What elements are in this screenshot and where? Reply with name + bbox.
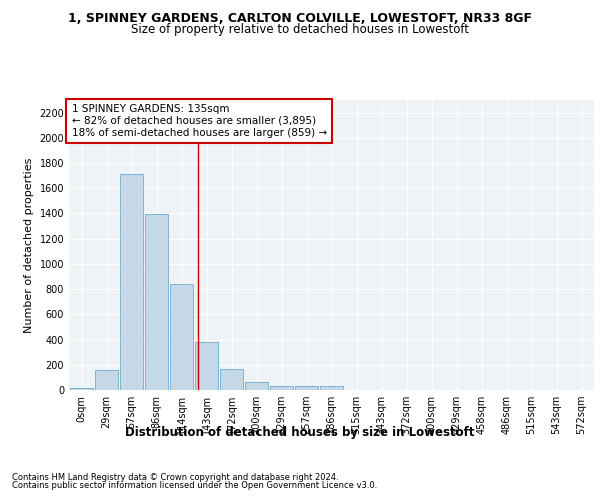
Bar xyxy=(194,342,218,390)
Y-axis label: Number of detached properties: Number of detached properties xyxy=(24,158,34,332)
Bar xyxy=(295,386,319,390)
Text: Contains public sector information licensed under the Open Government Licence v3: Contains public sector information licen… xyxy=(12,482,377,490)
Bar xyxy=(320,386,343,390)
Text: Size of property relative to detached houses in Lowestoft: Size of property relative to detached ho… xyxy=(131,22,469,36)
Text: Contains HM Land Registry data © Crown copyright and database right 2024.: Contains HM Land Registry data © Crown c… xyxy=(12,473,338,482)
Text: 1 SPINNEY GARDENS: 135sqm
← 82% of detached houses are smaller (3,895)
18% of se: 1 SPINNEY GARDENS: 135sqm ← 82% of detac… xyxy=(71,104,327,138)
Text: Distribution of detached houses by size in Lowestoft: Distribution of detached houses by size … xyxy=(125,426,475,439)
Bar xyxy=(145,214,169,390)
Bar xyxy=(70,388,94,390)
Bar xyxy=(119,174,143,390)
Bar xyxy=(220,369,244,390)
Text: 1, SPINNEY GARDENS, CARLTON COLVILLE, LOWESTOFT, NR33 8GF: 1, SPINNEY GARDENS, CARLTON COLVILLE, LO… xyxy=(68,12,532,26)
Bar xyxy=(170,284,193,390)
Bar xyxy=(95,370,118,390)
Bar xyxy=(245,382,268,390)
Bar xyxy=(269,386,293,390)
